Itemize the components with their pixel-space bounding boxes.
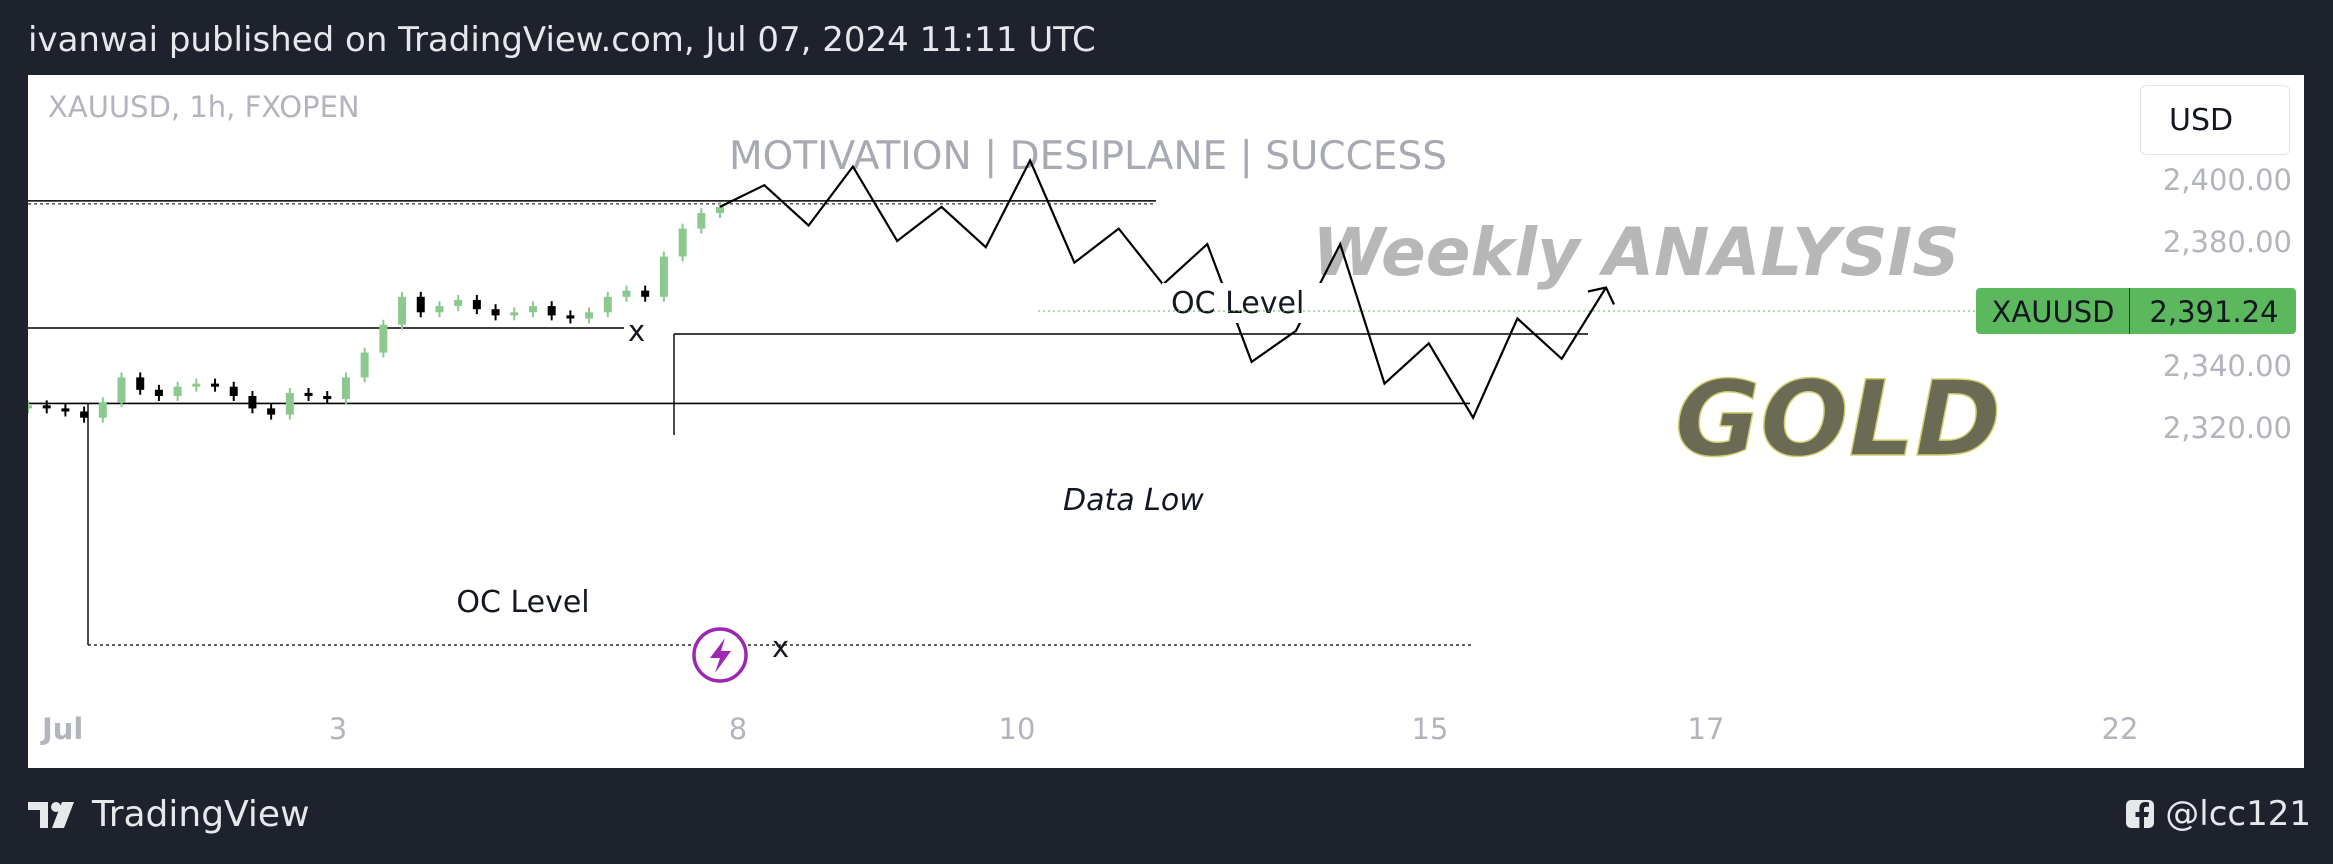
price-tick-label: 2,400.00 (2163, 163, 2292, 197)
candle-body (28, 405, 32, 409)
candle-body (117, 377, 126, 403)
candle-body (360, 352, 369, 378)
candlestick-series (28, 201, 724, 423)
brand-name: TradingView (92, 794, 310, 835)
oc-level-top-bg (1162, 283, 1332, 323)
time-tick-label: 8 (729, 712, 747, 746)
price-chart[interactable]: XAUUSD, 1h, FXOPEN MOTIVATION | DESIPLAN… (28, 75, 2304, 768)
time-tick-label: 3 (329, 712, 347, 746)
candle-body (678, 228, 687, 257)
tradingview-logo-icon (28, 801, 74, 828)
candle-body (416, 296, 425, 313)
candle-body (697, 213, 706, 229)
candle-body (285, 392, 294, 415)
level-lines (28, 200, 1588, 646)
candle-body (585, 312, 594, 319)
candle-body (454, 299, 463, 307)
lightning-icon[interactable] (692, 627, 748, 683)
time-tick-label: 10 (999, 712, 1036, 746)
published-line: ivanwai published on TradingView.com, Ju… (28, 20, 1096, 60)
data-low-label: Data Low (1063, 483, 1204, 518)
candle-body (323, 396, 332, 400)
gold-label: GOLD (1675, 358, 2001, 480)
price-tag-symbol: XAUUSD (1992, 295, 2115, 329)
candle-body (304, 392, 313, 396)
candle-body (603, 296, 612, 313)
time-tick-label: 17 (1688, 712, 1725, 746)
time-tick-label: 22 (2102, 712, 2139, 746)
headline: MOTIVATION | DESIPLANE | SUCCESS (729, 134, 1447, 179)
oc-level-bottom-bg (438, 581, 606, 621)
price-tag-value: 2,391.24 (2149, 295, 2278, 329)
candle-body (491, 309, 500, 316)
data-low-bg (1052, 480, 1236, 520)
candle-body (472, 299, 481, 310)
time-tick-label: Jul (40, 712, 83, 746)
currency-button[interactable]: USD (2140, 85, 2290, 155)
current-price-tag: XAUUSD 2,391.24 (1038, 288, 2296, 334)
handle-text: @lcc121 (2165, 794, 2311, 834)
candle-body (379, 324, 388, 353)
candle-body (398, 296, 407, 325)
x-mark-bottom: x (772, 630, 789, 664)
author-handle[interactable]: @lcc121 (2125, 794, 2311, 834)
candle-body (641, 290, 650, 297)
candle-body (566, 315, 575, 319)
tradingview-brand[interactable]: TradingView (28, 794, 310, 835)
candle-body (622, 290, 631, 297)
candle-body (267, 408, 276, 415)
candle-body (341, 377, 350, 400)
candle-body (42, 405, 51, 409)
chart-area[interactable]: XAUUSD, 1h, FXOPEN MOTIVATION | DESIPLAN… (28, 75, 2304, 768)
price-tick-label: 2,340.00 (2163, 349, 2292, 383)
symbol-line: XAUUSD, 1h, FXOPEN (48, 90, 360, 124)
oc-level-bottom-label: OC Level (456, 585, 589, 620)
candle-body (136, 377, 145, 390)
projection-arrow-head (1587, 286, 1615, 305)
candle-body (716, 206, 724, 214)
oc-level-top-label: OC Level (1171, 286, 1304, 321)
candle-body (211, 383, 220, 387)
candle-body (435, 306, 444, 313)
time-tick-label: 15 (1412, 712, 1449, 746)
time-axis[interactable]: Jul 3 8 10 15 17 22 (40, 712, 2138, 746)
candle-body (173, 386, 182, 396)
facebook-icon (2126, 800, 2155, 829)
candle-body (61, 408, 70, 412)
price-tick-label: 2,380.00 (2163, 225, 2292, 259)
candle-body (510, 312, 519, 316)
candle-body (248, 396, 257, 409)
candle-body (192, 383, 201, 387)
candle-body (659, 256, 668, 297)
candle-body (154, 389, 163, 396)
candle-body (80, 411, 89, 418)
weekly-analysis-label: Weekly ANALYSIS (1312, 214, 1959, 291)
candle-body (528, 306, 537, 313)
price-tick-label: 2,320.00 (2163, 411, 2292, 445)
candle-body (229, 386, 238, 396)
x-mark-top: x (628, 314, 645, 348)
candle-body (98, 402, 107, 418)
candle-body (547, 306, 556, 316)
